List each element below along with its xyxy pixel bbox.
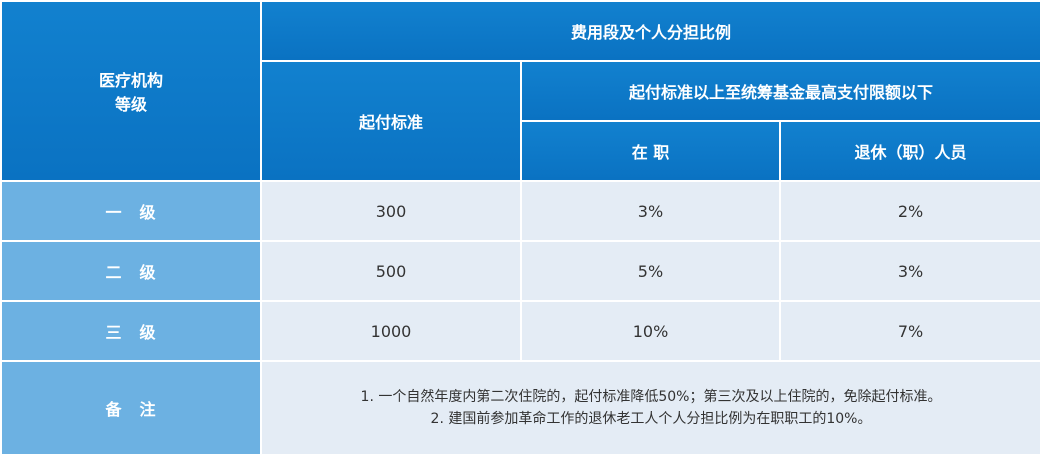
- employed-cell: 10%: [520, 300, 781, 362]
- deductible-cell: 300: [260, 180, 522, 242]
- employed-cell: 5%: [520, 240, 781, 302]
- notes-label-char: 注: [139, 400, 157, 419]
- retired-cell: 2%: [778, 180, 1040, 242]
- deductible-cell: 500: [260, 240, 522, 302]
- institution-label-line2: 等级: [114, 95, 147, 114]
- table-row: 一级 300 3% 2%: [0, 180, 1040, 242]
- level-char: 二: [105, 263, 123, 282]
- institution-label-line1: 医疗机构: [98, 71, 163, 90]
- note-line-2: 2. 建国前参加革命工作的退休老工人个人分担比例为在职职工的10%。: [430, 411, 872, 427]
- table-row: 二级 500 5% 3%: [0, 240, 1040, 302]
- notes-content: 1. 一个自然年度内第二次住院的，起付标准降低50%；第三次及以上住院的，免除起…: [259, 360, 1040, 456]
- retired-cell: 3%: [778, 240, 1040, 302]
- level-cell: 二级: [0, 240, 262, 302]
- level-cell: 三级: [0, 300, 262, 362]
- notes-label-cell: 备注: [0, 360, 262, 456]
- range-header: 起付标准以上至统筹基金最高支付限额以下: [519, 60, 1040, 122]
- notes-row: 备注 1. 一个自然年度内第二次住院的，起付标准降低50%；第三次及以上住院的，…: [0, 360, 1040, 456]
- level-char: 三: [105, 323, 123, 342]
- institution-level-header: 医疗机构 等级: [0, 0, 262, 182]
- level-char: 级: [139, 263, 157, 282]
- level-char: 级: [139, 323, 157, 342]
- employed-header: 在 职: [520, 120, 781, 182]
- deductible-cell: 1000: [260, 300, 522, 362]
- level-cell: 一级: [0, 180, 262, 242]
- notes-label-char: 备: [105, 400, 123, 419]
- employed-cell: 3%: [520, 180, 781, 242]
- retired-cell: 7%: [778, 300, 1040, 362]
- cost-section-header: 费用段及个人分担比例: [259, 0, 1040, 62]
- level-char: 一: [105, 203, 123, 222]
- table-row: 三级 1000 10% 7%: [0, 300, 1040, 362]
- deductible-header: 起付标准: [260, 60, 522, 182]
- note-line-1: 1. 一个自然年度内第二次住院的，起付标准降低50%；第三次及以上住院的，免除起…: [360, 389, 942, 405]
- level-char: 级: [139, 203, 157, 222]
- retired-header: 退休（职）人员: [778, 120, 1040, 182]
